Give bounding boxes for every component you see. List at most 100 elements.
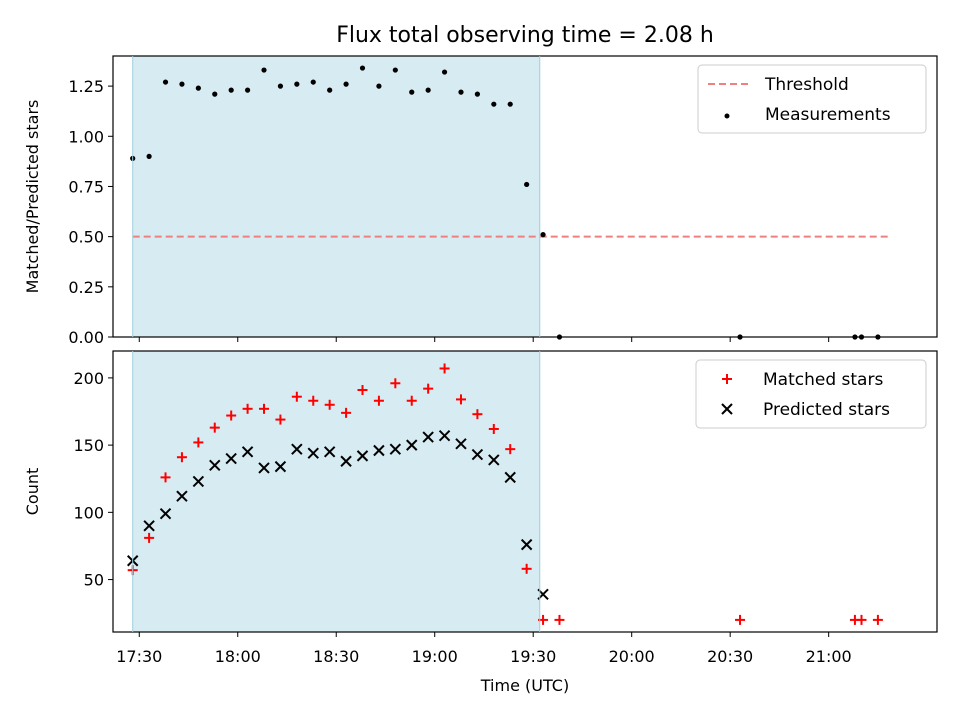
legend-measurements-label: Measurements xyxy=(765,105,891,125)
matched-star-point xyxy=(554,614,565,625)
legend-matched-label: Matched stars xyxy=(763,370,883,390)
measurement-point xyxy=(212,91,218,97)
measurement-point xyxy=(392,67,398,73)
legend-matched-swatch xyxy=(722,374,732,384)
bottom-x-tick-label: 18:00 xyxy=(215,647,261,666)
measurement-point xyxy=(343,81,349,87)
bottom-x-tick-label: 17:30 xyxy=(116,647,162,666)
measurement-point xyxy=(195,85,201,91)
predicted-star-point xyxy=(504,471,516,484)
matched-star-point xyxy=(324,399,335,410)
matched-star-point xyxy=(291,391,302,402)
top-y-tick-label: 0.50 xyxy=(68,228,104,247)
matched-star-point xyxy=(242,403,253,414)
measurement-point xyxy=(524,181,530,188)
measurements-series xyxy=(130,65,881,340)
top-y-tick-label: 0.75 xyxy=(68,177,104,196)
predicted-star-point xyxy=(225,452,237,465)
matched-star-point xyxy=(341,407,352,418)
predicted-star-point xyxy=(241,446,254,458)
top-y-tick-label: 1.25 xyxy=(68,77,104,96)
x-axis-label: Time (UTC) xyxy=(480,676,569,695)
measurement-point xyxy=(146,153,152,159)
measurement-point xyxy=(491,101,497,107)
bottom-x-tick-label: 21:00 xyxy=(806,647,852,666)
observing-window-shade-bottom xyxy=(132,351,540,632)
matched-star-point xyxy=(144,532,155,543)
measurement-point xyxy=(277,83,284,89)
matched-star-point xyxy=(505,444,516,455)
predicted-star-point xyxy=(291,443,303,455)
predicted-star-point xyxy=(438,429,451,442)
measurement-point xyxy=(244,87,251,93)
measurement-point xyxy=(162,79,169,85)
bottom-axes-frame xyxy=(112,350,938,633)
measurement-point xyxy=(458,89,464,95)
top-axes-frame xyxy=(112,55,938,338)
matched-star-point xyxy=(176,452,187,463)
predicted-star-point xyxy=(340,455,352,467)
measurement-point xyxy=(507,101,513,107)
legend-threshold-label: Threshold xyxy=(764,75,849,95)
matched-star-point xyxy=(209,422,220,433)
predicted-star-point xyxy=(455,438,467,450)
top-y-tick-label: 0.25 xyxy=(68,278,104,297)
measurement-point xyxy=(376,83,382,89)
matched-star-point xyxy=(439,363,450,374)
predicted-star-point xyxy=(356,450,369,462)
matched-star-point xyxy=(259,403,270,414)
top-y-ticks: 0.00 0.25 0.50 0.75 1.00 1.25 xyxy=(68,77,113,347)
bottom-x-tick-label: 20:00 xyxy=(609,647,655,666)
matched-star-point xyxy=(472,409,483,420)
predicted-stars-series xyxy=(126,429,549,601)
predicted-star-point xyxy=(373,444,385,457)
top-y-axis-label: Matched/Predicted stars xyxy=(23,100,42,294)
matched-star-point xyxy=(275,414,286,425)
top-y-tick-label: 0.00 xyxy=(68,328,104,347)
predicted-star-point xyxy=(192,475,205,488)
bottom-x-tick-label: 18:30 xyxy=(313,647,359,666)
measurement-point xyxy=(294,81,300,87)
bottom-y-ticks: 50 100 150 200 xyxy=(73,369,113,590)
matched-star-point xyxy=(226,410,237,421)
matched-star-point xyxy=(193,437,204,448)
top-y-tick-label: 1.00 xyxy=(68,127,104,146)
matched-star-point xyxy=(488,423,499,434)
predicted-star-point xyxy=(520,538,533,551)
bottom-x-tick-label: 19:30 xyxy=(510,647,556,666)
predicted-star-point xyxy=(471,448,484,461)
predicted-star-point xyxy=(258,462,270,474)
matched-star-point xyxy=(423,383,434,394)
legend-predicted-swatch xyxy=(721,403,733,415)
bottom-y-tick-label: 50 xyxy=(84,571,104,590)
bottom-legend-box xyxy=(695,359,927,429)
predicted-star-point xyxy=(307,447,319,459)
matched-star-point xyxy=(735,614,746,625)
bottom-panel: 50 100 150 200 17:30 18:00 18:30 19:00 19:30 20:… xyxy=(23,350,938,695)
matched-star-point xyxy=(373,395,384,406)
measurement-point xyxy=(540,232,546,238)
bottom-y-tick-label: 200 xyxy=(73,369,104,388)
predicted-star-point xyxy=(159,507,172,520)
bottom-x-tick-label: 20:30 xyxy=(707,647,753,666)
chart-title: Flux total observing time = 2.08 h xyxy=(336,23,714,48)
matched-star-point xyxy=(872,614,883,625)
predicted-star-point xyxy=(209,459,221,471)
measurement-point xyxy=(261,67,267,73)
predicted-star-point xyxy=(406,439,418,451)
measurement-point xyxy=(310,79,316,85)
measurement-point xyxy=(228,87,234,93)
matched-star-point xyxy=(357,384,368,395)
bottom-y-axis-label: Count xyxy=(23,468,42,516)
predicted-star-point xyxy=(488,454,500,466)
predicted-star-point xyxy=(143,520,155,532)
measurement-point xyxy=(474,91,480,97)
measurement-point xyxy=(409,89,415,95)
predicted-star-point xyxy=(274,460,287,473)
predicted-star-point xyxy=(422,431,434,443)
bottom-x-tick-label: 19:00 xyxy=(412,647,458,666)
matched-star-point xyxy=(390,378,401,389)
bottom-x-ticks: 17:30 18:00 18:30 19:00 19:30 20:00 20:30 21:00 xyxy=(116,632,852,666)
predicted-star-point xyxy=(389,443,402,455)
